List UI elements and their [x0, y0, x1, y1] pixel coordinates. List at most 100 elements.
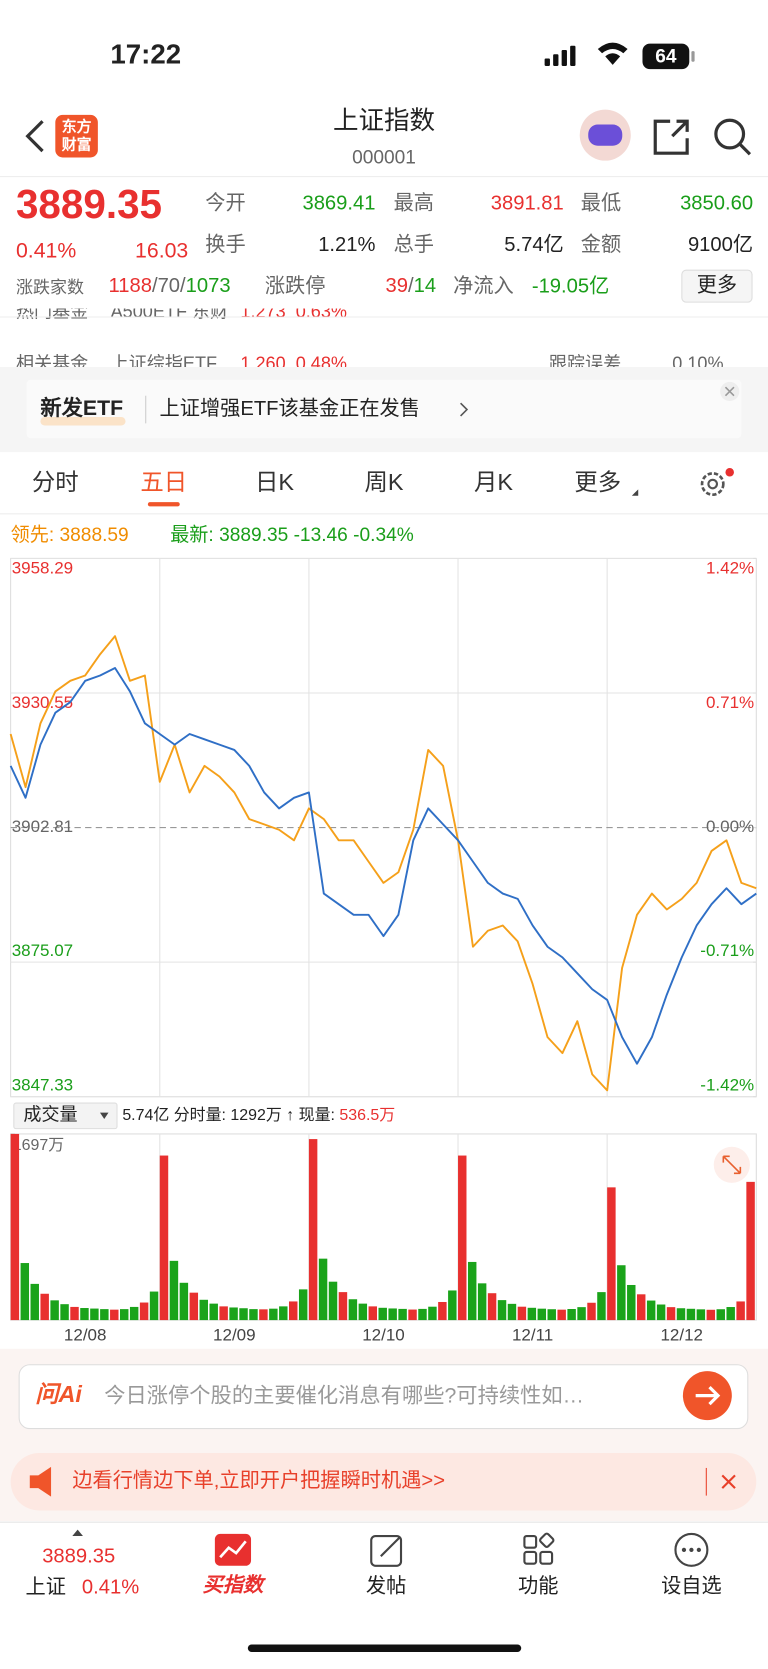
nav-item[interactable]: 设自选	[661, 1574, 722, 1597]
volume-bar	[328, 1281, 338, 1321]
volume-bar	[746, 1181, 755, 1321]
volume-bar	[259, 1309, 268, 1321]
back-button[interactable]	[25, 120, 44, 153]
volume-bar	[607, 1187, 616, 1321]
tab[interactable]: 分时	[32, 469, 79, 495]
volume-bar	[30, 1283, 39, 1321]
volume-bar	[279, 1306, 288, 1321]
avatar-face	[588, 124, 623, 146]
volume-bar	[567, 1309, 576, 1321]
limit: 39/14	[386, 276, 437, 298]
brand-text: 财富	[62, 136, 92, 154]
fund-label: 相关基金	[16, 354, 88, 374]
volume-bar	[438, 1301, 447, 1321]
volume-bar	[318, 1258, 328, 1321]
price: 3889.35	[16, 181, 162, 227]
search-button[interactable]	[714, 118, 746, 150]
volume-bar	[129, 1306, 139, 1321]
y-tick-label: 3875.07	[12, 941, 73, 960]
stat-label: 金额	[581, 233, 621, 256]
netflow-value: -19.05亿	[532, 275, 610, 298]
up-arrow	[72, 1529, 83, 1537]
y-tick-label: 3958.29	[12, 559, 73, 578]
tab[interactable]: 日K	[255, 469, 294, 495]
nav-item[interactable]: 发帖	[366, 1574, 406, 1597]
tab-bar: 分时 五日 日K 周K 月K 更多	[32, 469, 621, 507]
volume-bar	[120, 1309, 129, 1321]
volume-bar	[169, 1260, 179, 1321]
volume-bar	[20, 1263, 30, 1321]
nav-icon-pen	[380, 1536, 401, 1557]
separator: /	[408, 276, 414, 298]
volume-bar	[239, 1308, 248, 1321]
y2-tick-label: -0.71%	[700, 941, 754, 960]
volume-bar	[547, 1309, 556, 1321]
battery-icon	[642, 43, 690, 70]
volume-bar	[90, 1308, 99, 1321]
volume-bar	[636, 1294, 646, 1321]
tab[interactable]: 五日	[140, 469, 187, 495]
ai-prompt: 今日涨停个股的主要催化消息有哪些?可持续性如…	[104, 1383, 584, 1407]
fund-pct: 0.48%	[296, 354, 347, 374]
volume-bar	[537, 1308, 547, 1321]
megaphone-icon	[29, 1466, 52, 1497]
volume-bar	[487, 1293, 497, 1321]
volume-bar	[378, 1307, 387, 1321]
x-tick-label: 12/12	[660, 1326, 703, 1345]
battery-level: 64	[655, 47, 677, 68]
share-button[interactable]	[653, 119, 689, 155]
volume-selector[interactable]	[13, 1102, 118, 1130]
notice-dot	[725, 468, 734, 477]
tab-underline	[147, 502, 180, 507]
volume-bar	[149, 1291, 159, 1321]
stat-value: 3891.81	[491, 193, 564, 215]
fund-extra-label: 跟踪误差	[549, 354, 621, 374]
status-time: 17:22	[110, 39, 181, 70]
volume-bar	[467, 1261, 477, 1321]
separator: /	[180, 276, 186, 298]
lead-value: 3888.59	[60, 525, 129, 546]
nav-item[interactable]: 买指数	[203, 1573, 266, 1596]
etf-banner[interactable]	[26, 379, 742, 439]
breadth-up: 1188	[108, 276, 151, 298]
volume-bar	[646, 1300, 656, 1321]
volume-bar	[696, 1309, 706, 1321]
volume-bar	[428, 1306, 437, 1321]
volume-bar	[676, 1308, 686, 1321]
tab[interactable]: 周K	[365, 469, 404, 495]
volume-bar	[50, 1300, 59, 1321]
volume-bar	[627, 1284, 636, 1321]
tab[interactable]: 更多	[574, 469, 621, 495]
volume-bar	[298, 1289, 308, 1321]
stock-code: 000001	[352, 148, 416, 169]
volume-bar	[587, 1302, 596, 1321]
volume-bar	[289, 1301, 298, 1321]
x-tick-label: 12/09	[213, 1326, 256, 1345]
settings-button[interactable]	[700, 472, 725, 496]
volume-bar	[348, 1299, 358, 1321]
volume-bar	[497, 1300, 507, 1321]
volume-bar	[40, 1293, 49, 1321]
y2-tick-label: 0.71%	[706, 693, 754, 712]
more-button[interactable]	[681, 269, 753, 303]
ai-input[interactable]	[18, 1364, 749, 1430]
tab[interactable]: 月K	[474, 469, 513, 495]
promo-close[interactable]	[721, 1474, 736, 1489]
volume-bar	[100, 1309, 109, 1321]
promo-text: 边看行情边下单,立即开户把握瞬时机遇>>	[72, 1469, 445, 1492]
volume-bar	[368, 1306, 378, 1321]
banner-tag: 新发ETF	[40, 395, 123, 420]
fund-price: 1.273	[240, 302, 285, 322]
chart: 3958.29 3930.55 3902.81 3875.07 3847.33 1.42%…	[9, 557, 757, 1345]
stat-value: 9100亿	[688, 233, 753, 256]
promo-banner[interactable]	[10, 1453, 757, 1511]
ai-logo: 问Ai	[35, 1381, 82, 1407]
nav-icon	[674, 1532, 709, 1567]
volume-total: 5.74亿	[122, 1106, 169, 1124]
close-icon	[724, 386, 735, 397]
y-tick-label: 3847.33	[12, 1076, 73, 1095]
nav-item[interactable]: 功能	[518, 1574, 558, 1597]
volume-bar	[617, 1265, 626, 1321]
nav-icon	[523, 1532, 555, 1565]
